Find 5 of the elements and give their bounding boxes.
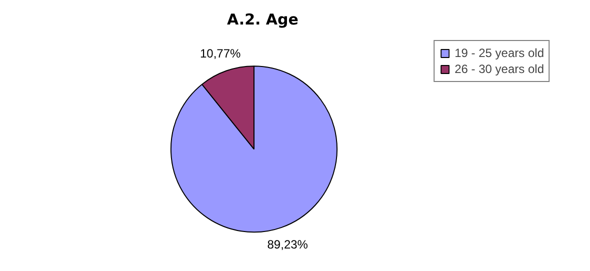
data-label: 10,77% [200, 46, 242, 61]
chart-title: A.2. Age [226, 10, 298, 29]
data-label: 89,23% [267, 238, 308, 252]
legend-label: 26 - 30 years old [454, 62, 544, 76]
legend-label: 19 - 25 years old [454, 46, 544, 60]
